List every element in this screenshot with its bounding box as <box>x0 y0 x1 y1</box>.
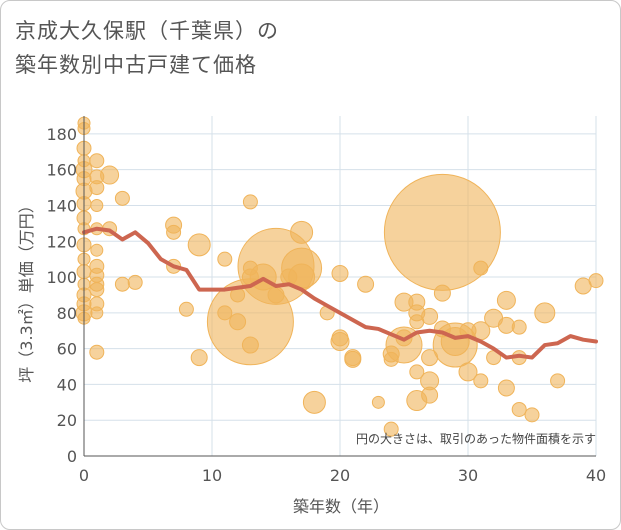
y-tick-label: 100 <box>46 268 77 287</box>
y-tick-label: 0 <box>67 447 77 466</box>
data-bubble <box>511 319 527 335</box>
data-bubble <box>241 336 259 354</box>
data-bubble <box>90 243 104 257</box>
data-bubble <box>190 349 208 367</box>
data-bubble <box>331 329 349 347</box>
x-tick-label: 10 <box>202 466 222 485</box>
data-bubble <box>90 198 104 212</box>
data-bubble <box>511 401 527 417</box>
data-bubble <box>89 282 105 298</box>
x-tick-labels: 0 10 20 30 40 <box>79 466 606 485</box>
data-bubble <box>267 286 285 304</box>
y-tick-label: 20 <box>57 411 77 430</box>
data-bubble <box>409 314 425 330</box>
data-bubble <box>534 302 556 324</box>
trend-line <box>82 226 598 360</box>
data-bubble <box>302 390 326 414</box>
data-bubble <box>331 264 349 282</box>
x-tick-label: 40 <box>586 466 606 485</box>
x-tick-label: 30 <box>458 466 478 485</box>
data-bubble <box>524 407 540 423</box>
data-bubble <box>290 220 314 244</box>
x-tick-label: 0 <box>79 466 89 485</box>
data-bubble <box>371 395 385 409</box>
data-bubble <box>409 364 425 380</box>
data-bubble <box>496 290 516 310</box>
y-axis-label: 坪（3.3㎡）単価（万円） <box>17 197 36 382</box>
data-bubble <box>588 273 604 289</box>
data-bubble <box>421 386 439 404</box>
x-axis-label: 築年数（年） <box>293 497 389 516</box>
axes <box>83 116 596 457</box>
y-tick-label: 80 <box>57 304 77 323</box>
y-tick-labels: 0 20 40 60 80 100 120 140 160 180 <box>46 125 77 466</box>
chart-title: 京成大久保駅（千葉県）の 築年数別中古戸建て価格 <box>15 14 279 82</box>
data-bubble <box>383 421 399 437</box>
data-bubble <box>114 190 130 206</box>
y-tick-label: 120 <box>46 232 77 251</box>
data-bubble <box>497 379 515 397</box>
data-bubble <box>458 362 478 382</box>
size-legend-note: 円の大きさは、取引のあった物件面積を示す <box>356 431 596 446</box>
chart-title-line2: 築年数別中古戸建て価格 <box>15 53 257 77</box>
data-bubble <box>421 349 439 367</box>
y-tick-label: 60 <box>57 340 77 359</box>
data-bubble <box>89 153 105 169</box>
data-bubble <box>89 180 105 196</box>
data-bubble <box>383 351 399 367</box>
y-tick-label: 140 <box>46 196 77 215</box>
trend-series <box>82 226 598 360</box>
y-tick-label: 40 <box>57 375 77 394</box>
data-bubble <box>127 274 143 290</box>
data-bubble <box>89 344 105 360</box>
y-tick-label: 180 <box>46 125 77 144</box>
data-bubble <box>217 305 233 321</box>
data-bubble <box>433 284 451 302</box>
data-bubble <box>90 306 104 320</box>
data-bubble <box>114 276 130 292</box>
data-bubble <box>473 260 489 276</box>
data-bubble <box>178 301 194 317</box>
data-bubble <box>242 194 258 210</box>
data-bubble <box>344 350 362 368</box>
chart-title-line1: 京成大久保駅（千葉県）の <box>15 19 279 43</box>
data-bubble <box>229 313 247 331</box>
y-tick-label: 160 <box>46 161 77 180</box>
data-bubble <box>550 373 566 389</box>
x-tick-label: 20 <box>330 466 350 485</box>
data-bubble <box>217 251 233 267</box>
data-bubble <box>357 275 375 293</box>
data-bubble <box>473 373 489 389</box>
data-bubble <box>166 224 182 240</box>
data-bubble <box>242 260 258 276</box>
data-bubble <box>187 233 211 257</box>
